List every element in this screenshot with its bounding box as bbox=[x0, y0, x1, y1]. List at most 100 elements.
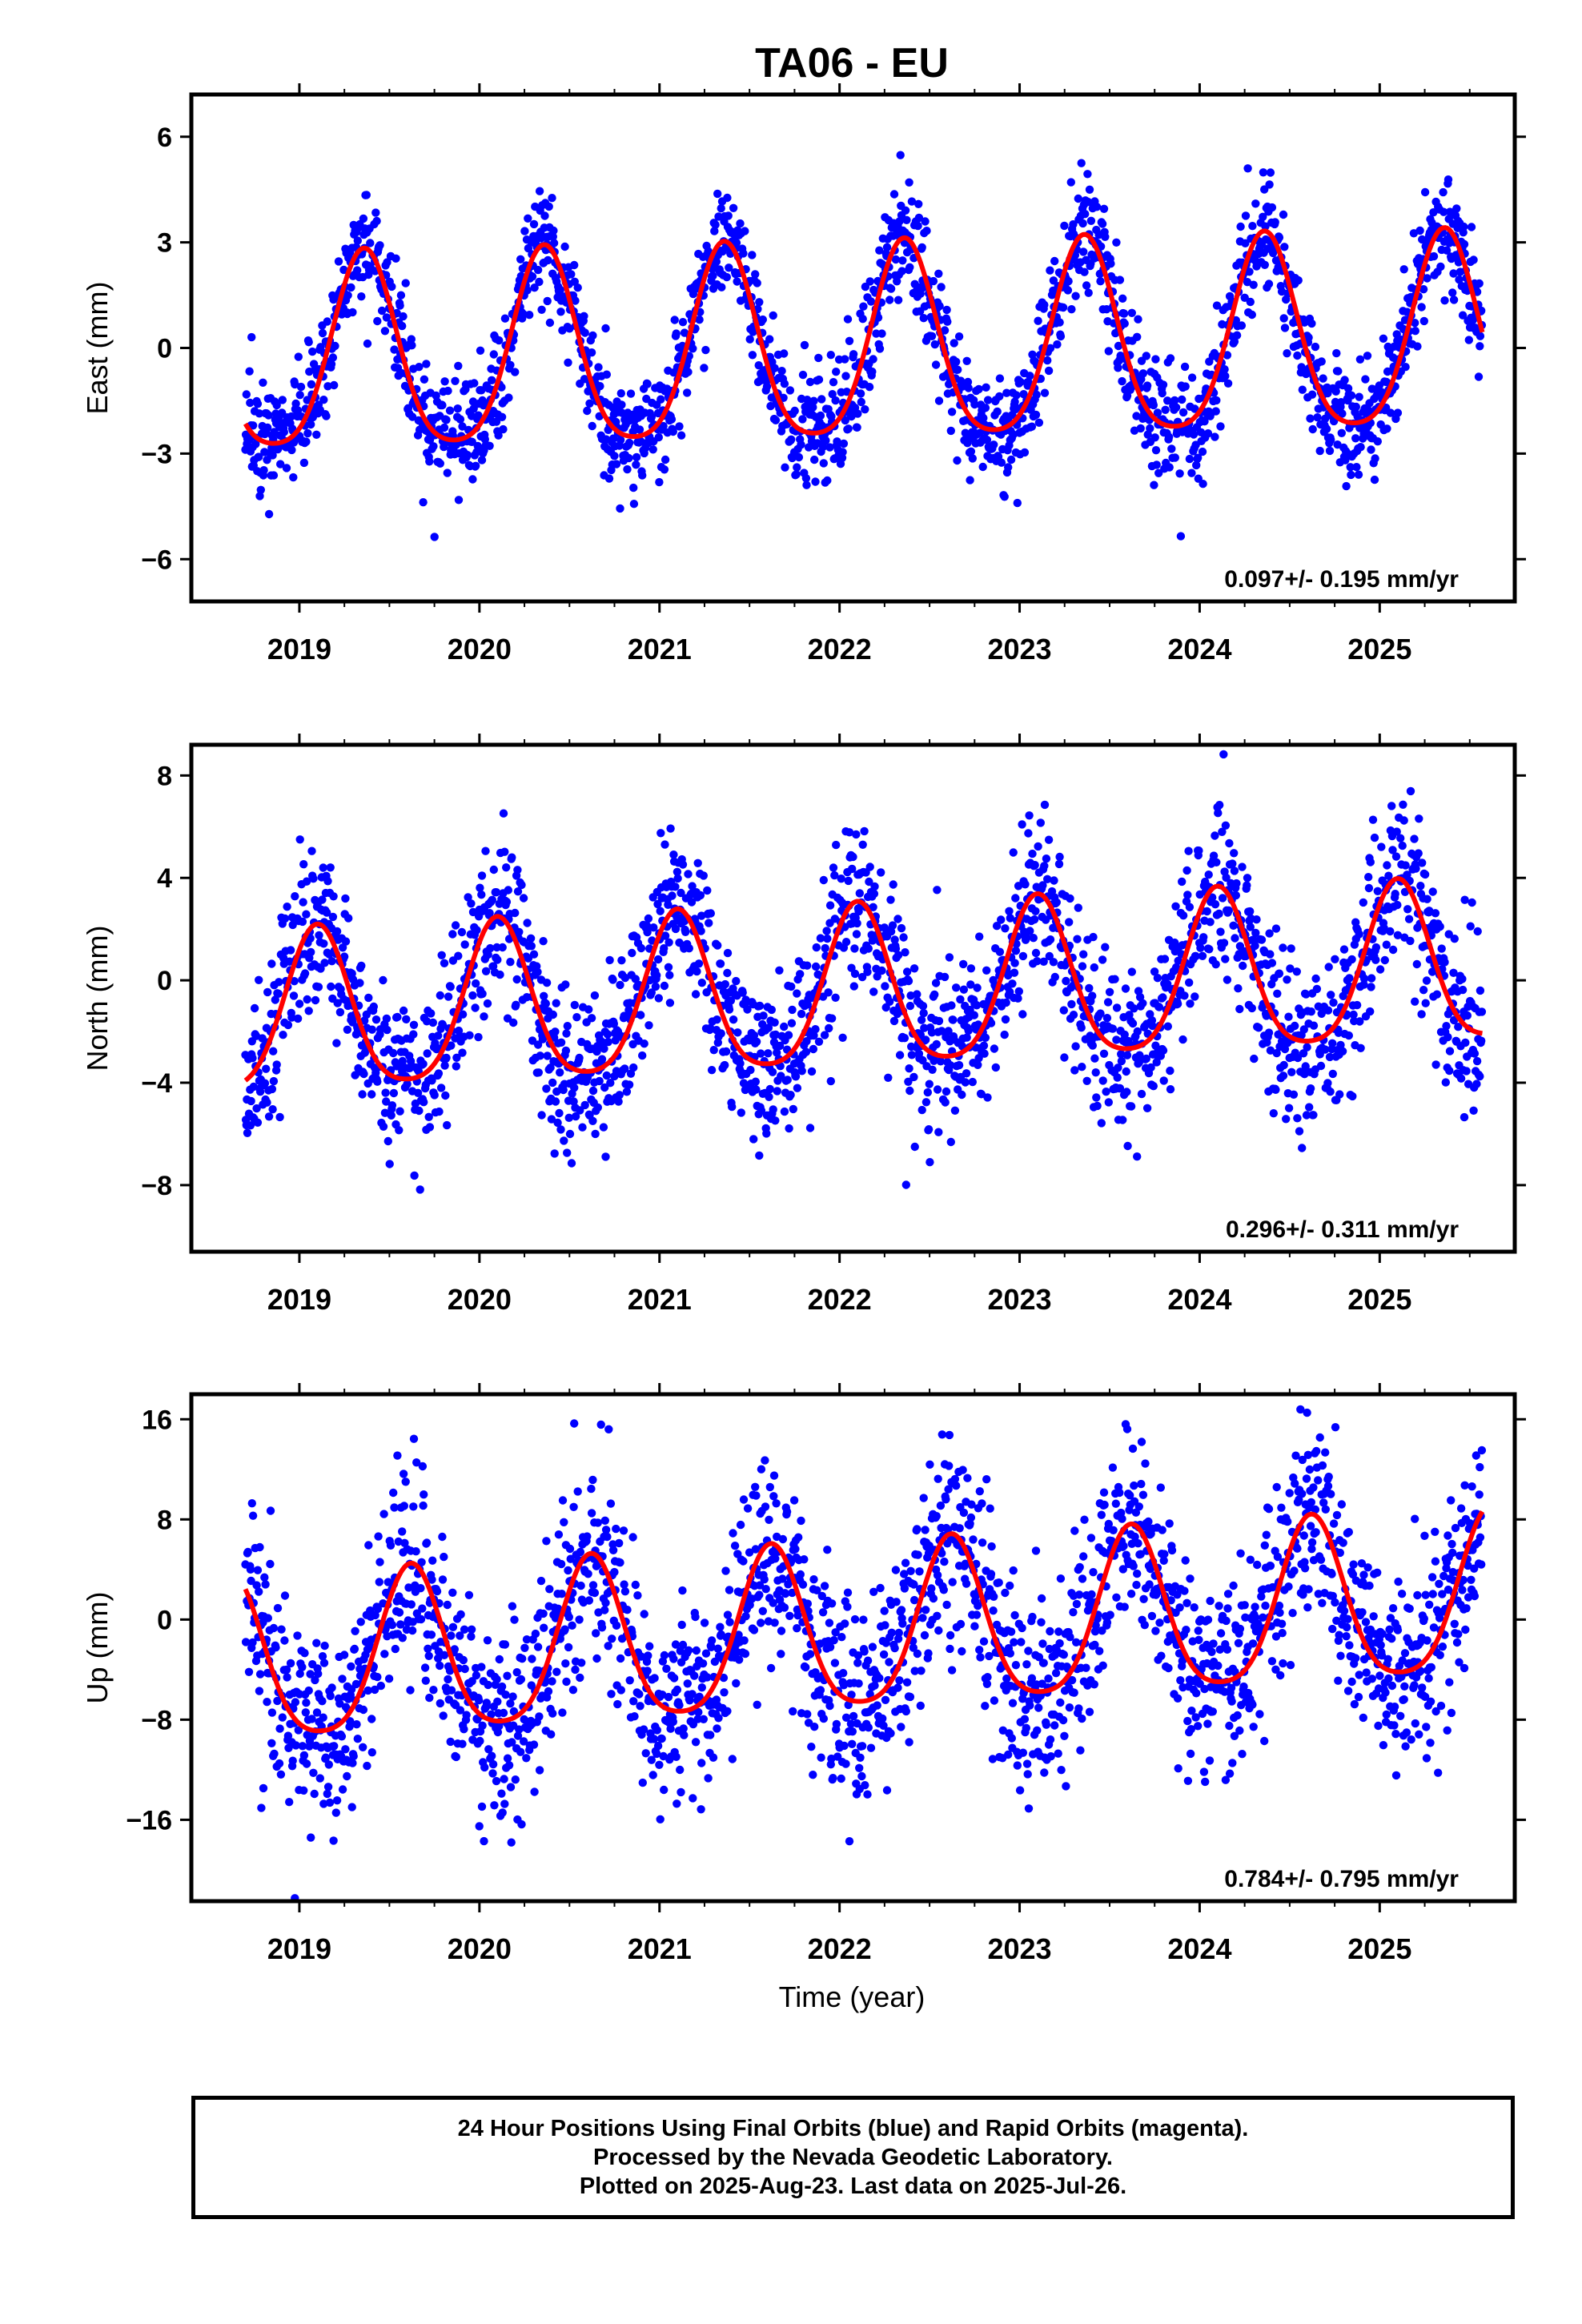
observation-point bbox=[1028, 849, 1037, 858]
observation-point bbox=[946, 426, 956, 436]
observation-point bbox=[341, 1745, 350, 1754]
observation-point bbox=[253, 400, 263, 408]
observation-point bbox=[456, 415, 465, 424]
observation-point bbox=[700, 364, 709, 372]
observation-point bbox=[434, 1654, 443, 1663]
observation-point bbox=[371, 1015, 381, 1024]
observation-point bbox=[1066, 894, 1074, 903]
observation-point bbox=[502, 898, 512, 907]
observation-point bbox=[484, 950, 492, 959]
observation-point bbox=[1013, 498, 1022, 508]
observation-point bbox=[337, 1732, 347, 1741]
observation-point bbox=[1336, 398, 1346, 407]
observation-point bbox=[869, 355, 877, 364]
observation-point bbox=[1016, 377, 1025, 387]
observation-point bbox=[264, 509, 274, 519]
observation-point bbox=[1176, 532, 1186, 541]
observation-point bbox=[1260, 260, 1270, 269]
observation-point bbox=[1120, 319, 1129, 328]
observation-point bbox=[1122, 1088, 1131, 1096]
observation-point bbox=[803, 961, 812, 970]
observation-point bbox=[1224, 906, 1234, 915]
observation-point bbox=[1225, 838, 1234, 848]
observation-point bbox=[545, 318, 555, 328]
observation-point bbox=[636, 1011, 645, 1019]
observation-point bbox=[1132, 412, 1141, 420]
observation-point bbox=[616, 504, 624, 513]
observation-point bbox=[409, 1020, 419, 1030]
observation-point bbox=[652, 971, 661, 980]
observation-point bbox=[1138, 999, 1147, 1008]
observation-point bbox=[339, 952, 349, 961]
observation-point bbox=[1045, 951, 1054, 961]
observation-point bbox=[1364, 883, 1374, 893]
observation-point bbox=[954, 1060, 964, 1070]
observation-point bbox=[1294, 275, 1303, 285]
y-axis-label: North (mm) bbox=[81, 926, 114, 1072]
observation-point bbox=[811, 1025, 820, 1034]
observation-point bbox=[280, 914, 290, 923]
observation-point bbox=[564, 358, 572, 367]
observation-point bbox=[319, 1713, 327, 1722]
observation-point bbox=[1046, 344, 1055, 352]
observation-point bbox=[683, 388, 692, 397]
observation-point bbox=[1418, 235, 1427, 244]
observation-point bbox=[315, 1774, 324, 1783]
observation-point bbox=[319, 939, 328, 948]
observation-point bbox=[1440, 958, 1449, 967]
observation-point bbox=[374, 1532, 383, 1541]
observation-point bbox=[1194, 453, 1203, 462]
observation-point bbox=[931, 360, 941, 369]
observation-point bbox=[1153, 974, 1162, 983]
observation-point bbox=[919, 314, 928, 323]
observation-point bbox=[1118, 376, 1126, 386]
observation-point bbox=[725, 263, 733, 272]
observation-point bbox=[1066, 178, 1076, 187]
observation-point bbox=[1055, 318, 1064, 327]
observation-point bbox=[934, 1016, 944, 1026]
observation-point bbox=[902, 967, 912, 976]
observation-point bbox=[865, 862, 874, 871]
observation-point bbox=[1033, 957, 1042, 966]
observation-point bbox=[341, 894, 350, 903]
observation-point bbox=[638, 1051, 647, 1060]
observation-point bbox=[396, 1107, 404, 1116]
observation-point bbox=[385, 1160, 394, 1168]
observation-point bbox=[993, 407, 1002, 416]
chart-title: TA06 - EU bbox=[755, 40, 949, 86]
observation-point bbox=[372, 216, 381, 226]
observation-point bbox=[307, 846, 316, 855]
observation-point bbox=[919, 1008, 928, 1018]
observation-point bbox=[291, 892, 299, 901]
observation-point bbox=[546, 1063, 555, 1072]
observation-point bbox=[1306, 414, 1315, 423]
observation-point bbox=[1406, 936, 1415, 946]
observation-point bbox=[526, 934, 536, 943]
observation-point bbox=[699, 871, 708, 880]
observation-point bbox=[1262, 1011, 1271, 1020]
observation-point bbox=[330, 1742, 339, 1751]
observation-point bbox=[247, 332, 256, 342]
observation-point bbox=[596, 382, 604, 391]
observation-point bbox=[1011, 894, 1020, 903]
observation-point bbox=[1142, 1104, 1152, 1113]
observation-point bbox=[352, 1720, 361, 1729]
observation-point bbox=[255, 1687, 264, 1695]
observation-point bbox=[460, 1664, 469, 1674]
observation-point bbox=[290, 977, 299, 986]
observation-point bbox=[877, 868, 885, 877]
observation-point bbox=[1211, 960, 1220, 969]
observation-point bbox=[1171, 902, 1180, 911]
observation-point bbox=[629, 1063, 638, 1072]
observation-point bbox=[509, 1018, 518, 1027]
observation-point bbox=[1371, 943, 1381, 952]
observation-point bbox=[1284, 1012, 1293, 1021]
observation-point bbox=[1185, 978, 1194, 987]
observation-point bbox=[1050, 876, 1058, 885]
observation-point bbox=[685, 944, 693, 953]
observation-point bbox=[304, 338, 313, 347]
observation-dots bbox=[241, 151, 1487, 541]
observation-point bbox=[1364, 873, 1373, 882]
observation-point bbox=[1467, 223, 1476, 231]
observation-point bbox=[382, 1014, 391, 1023]
